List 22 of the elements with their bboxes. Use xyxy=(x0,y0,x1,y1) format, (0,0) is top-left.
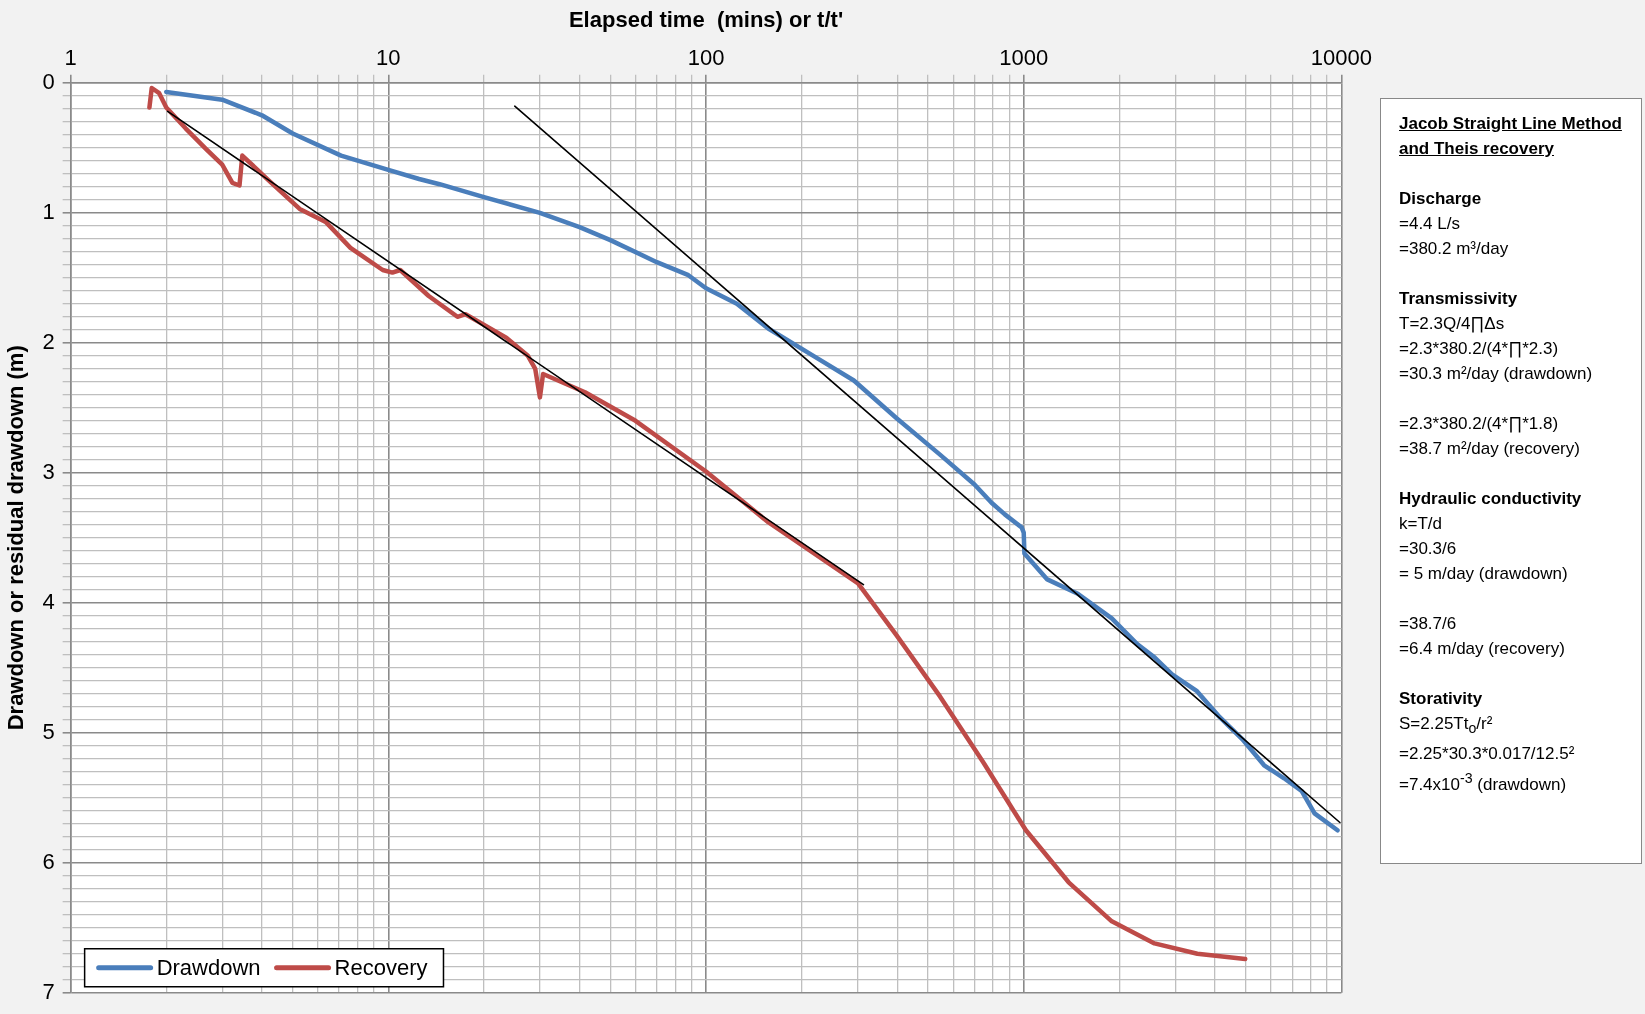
text: Hydraulic conductivity k=T/d =30.3/6 = 5 m/day (drawdown) =38.7/6 =6.4 m/day (recovery) xyxy=(1399,489,1582,658)
y-tick-label: 2 xyxy=(42,328,55,354)
y-tick-label: 0 xyxy=(42,68,55,94)
legend-label: Recovery xyxy=(334,954,428,980)
x-tick-label: 1000 xyxy=(999,44,1049,70)
y-tick-label: 6 xyxy=(42,848,55,874)
x-tick-label: 10 xyxy=(376,44,401,70)
y-axis-title: Drawdown or residual drawdown (m) xyxy=(3,345,29,731)
y-tick-label: 1 xyxy=(42,198,55,224)
text: Jacob Straight Line Method and Theis recovery xyxy=(1399,113,1623,160)
x-tick-label: 100 xyxy=(687,44,725,70)
text: Discharge =4.4 L/s =380.2 m³/day xyxy=(1399,188,1510,260)
y-tick-label: 5 xyxy=(42,718,55,744)
y-tick-label: 3 xyxy=(42,458,55,484)
text: Transmissivity T=2.3Q/4∏Δs =2.3*380.2/(4*∏*2.3) =30.3 m²/day (drawdown) =2.3*380.2/(4*∏*1.8) =38.7 m²/day (recovery) xyxy=(1399,289,1593,458)
y-tick-label: 7 xyxy=(42,978,55,1004)
x-axis-title: Elapsed time (mins) or t/t' xyxy=(568,7,844,33)
legend-label: Drawdown xyxy=(156,954,261,980)
y-tick-label: 4 xyxy=(42,588,55,614)
text: Storativity S=2.25Tt$_{o}$/r² =2.25*30.3*0.017/12.5² =7.4x10$^{-3}$ (drawdown) xyxy=(1399,688,1576,797)
x-tick-label: 10000 xyxy=(1310,44,1373,70)
x-tick-label: 1 xyxy=(64,44,77,70)
